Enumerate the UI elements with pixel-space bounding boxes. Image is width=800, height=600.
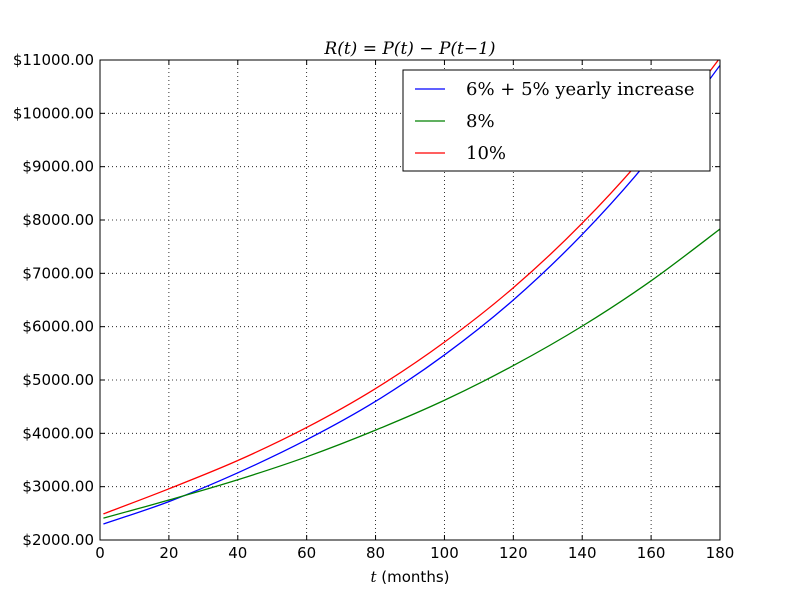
x-tick-label: 180 xyxy=(706,544,735,562)
x-tick-label: 80 xyxy=(366,544,385,562)
y-tick-label: $9000.00 xyxy=(22,158,94,176)
ticks: 0 20 40 60 80 100 120 140 160 180 $2000.00 $3000.00… xyxy=(13,51,734,562)
plot-frame xyxy=(99,59,721,541)
series-line-1 xyxy=(103,228,720,519)
x-tick-label: 20 xyxy=(159,544,178,562)
legend-label: 6% + 5% yearly increase xyxy=(466,79,694,100)
y-tick-label: $11000.00 xyxy=(13,51,94,69)
y-tick-label: $10000.00 xyxy=(13,104,94,122)
y-tick-label: $4000.00 xyxy=(22,424,94,442)
x-tick-label: 40 xyxy=(228,544,247,562)
x-axis-label-variable: t xyxy=(370,568,377,586)
legend-box xyxy=(402,69,711,172)
legend-label: 8% xyxy=(466,111,495,132)
x-tick-label: 140 xyxy=(568,544,597,562)
x-tick-label: 100 xyxy=(430,544,459,562)
x-tick-label: 60 xyxy=(297,544,316,562)
legend-label: 10% xyxy=(466,143,506,164)
chart-title: R(t) = P(t) − P(t−1) xyxy=(323,39,495,59)
x-tick-label: 120 xyxy=(499,544,528,562)
x-tick-label: 160 xyxy=(637,544,666,562)
y-tick-label: $5000.00 xyxy=(22,371,94,389)
x-tick-label: 0 xyxy=(95,544,105,562)
y-tick-label: $3000.00 xyxy=(22,478,94,496)
series-line-0 xyxy=(103,64,720,525)
x-axis-label: t (months) xyxy=(370,568,449,586)
y-tick-label: $2000.00 xyxy=(22,531,94,549)
x-axis-label-unit: (months) xyxy=(377,568,450,586)
y-tick-label: $6000.00 xyxy=(22,318,94,336)
y-tick-label: $7000.00 xyxy=(22,264,94,282)
series-line-2 xyxy=(103,60,720,515)
series-group xyxy=(103,60,720,525)
y-tick-label: $8000.00 xyxy=(22,211,94,229)
legend: 6% + 5% yearly increase 8% 10% xyxy=(402,69,711,172)
